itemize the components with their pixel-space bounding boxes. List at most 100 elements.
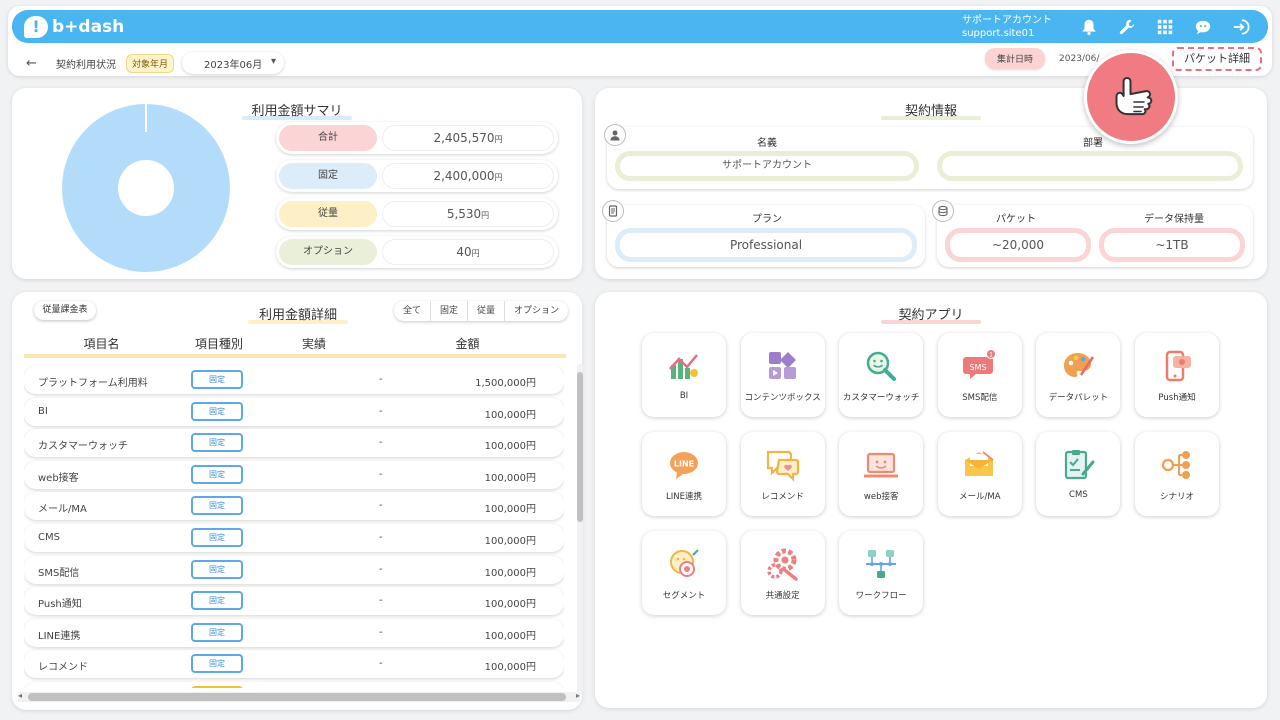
cms-icon <box>1060 448 1096 482</box>
row-amount: 100,000円 <box>484 535 536 547</box>
app-tile[interactable]: web接客 <box>839 432 924 516</box>
sms-icon: SMS 1 <box>962 349 998 383</box>
app-tile[interactable]: 共通設定 <box>740 531 825 615</box>
table-body: プラットフォーム利用料 固定 -1,500,000円 BI 固定 -100,000円 カスタ… <box>24 366 564 688</box>
scroll-right-icon[interactable]: ▸ <box>575 691 580 700</box>
packet-detail-button[interactable]: パケット詳細 <box>1172 47 1262 71</box>
app-name: web接客 <box>863 492 899 502</box>
row-item-name: メール/MA <box>38 504 87 516</box>
contract-apps-title: 契約アプリ <box>881 304 981 324</box>
row-item-type-badge: 固定 <box>191 464 243 484</box>
back-arrow-icon[interactable]: ← <box>26 55 37 71</box>
line-icon: LINE <box>666 448 702 482</box>
web-service-icon <box>863 448 899 482</box>
horizontal-scroll-thumb[interactable] <box>28 693 566 701</box>
chat-bot-icon[interactable] <box>1184 16 1222 38</box>
filter-usage[interactable]: 従量 <box>468 301 506 321</box>
mail-icon <box>962 448 998 482</box>
app-tile[interactable]: データパレット <box>1036 333 1121 417</box>
app-tile[interactable]: LINE LINE連携 <box>642 432 726 516</box>
row-item-type-badge: 従量 <box>191 685 243 688</box>
row-item-name: SMS配信 <box>38 567 80 579</box>
summary-unit: 円 <box>471 249 480 258</box>
summary-value: 5,530円 <box>382 201 554 227</box>
filter-option[interactable]: オプション <box>514 306 560 316</box>
app-tile[interactable]: SMS 1 SMS配信 <box>937 333 1022 417</box>
aggregate-value: 2023/06/ <box>1059 53 1100 64</box>
summary-amount: 2,400,000 <box>433 169 495 183</box>
row-item-name: Push通知 <box>38 599 82 611</box>
contract-info-title: 契約情報 <box>881 100 981 120</box>
plan-value: Professional <box>615 228 917 262</box>
logo[interactable]: ! b+dash <box>24 16 124 38</box>
period-badge: 対象年月 <box>126 53 175 73</box>
row-actual: - <box>379 374 383 385</box>
row-item-name: LINE連携 <box>38 630 81 642</box>
summary-amount: 40 <box>456 245 472 259</box>
rate-table-button[interactable]: 従量課金表 <box>34 301 96 320</box>
summary-row: 合計 2,405,570円 <box>276 122 558 154</box>
svg-text:LINE: LINE <box>674 460 694 469</box>
wrench-icon[interactable] <box>1108 16 1146 38</box>
donut-ring <box>62 104 230 272</box>
logout-icon[interactable] <box>1222 16 1260 38</box>
row-item-type-badge: 固定 <box>191 527 243 547</box>
row-amount: 100,000円 <box>484 630 536 642</box>
summary-label: 従量 <box>279 201 377 227</box>
row-item-type-badge: 固定 <box>191 559 243 579</box>
summary-value: 2,400,000円 <box>382 163 554 189</box>
vertical-scroll-thumb[interactable] <box>577 372 583 522</box>
row-item-type-badge: 固定 <box>191 401 243 421</box>
app-tile[interactable]: レコメンド <box>740 432 825 516</box>
app-name: Push通知 <box>1158 393 1196 403</box>
name-value: サポートアカウント <box>615 151 919 181</box>
title-underline <box>242 116 352 120</box>
app-tile[interactable]: シナリオ <box>1135 432 1219 516</box>
push-icon <box>1159 349 1195 383</box>
app-name: データパレット <box>1048 393 1109 403</box>
period-select[interactable]: 2023年06月 ▾ <box>182 52 285 74</box>
workflow-icon <box>863 547 899 581</box>
bell-icon[interactable] <box>1070 16 1108 38</box>
horizontal-scrollbar[interactable]: ◂ ▸ <box>18 691 580 702</box>
usage-summary-title-text: 利用金額サマリ <box>251 104 343 119</box>
filter-tabs: 全て 固定 従量 オプション <box>394 301 569 321</box>
aggregate-label: 集計日時 <box>985 48 1046 69</box>
name-label: 名義 <box>757 138 777 149</box>
contract-info-title-text: 契約情報 <box>904 104 957 119</box>
summary-value: 2,405,570円 <box>382 125 554 151</box>
row-item-name: プラットフォーム利用料 <box>38 378 148 389</box>
table-row: SMS配信 固定 - 100,000円 <box>24 555 564 584</box>
svg-text:1: 1 <box>989 352 993 359</box>
row-item-name: BI <box>38 405 48 417</box>
app-name: 共通設定 <box>765 591 800 601</box>
chevron-down-icon: ▾ <box>270 56 277 67</box>
filter-all[interactable]: 全て <box>394 301 432 321</box>
app-tile[interactable]: Push通知 <box>1135 333 1219 417</box>
app-name: セグメント <box>662 591 706 601</box>
database-icon <box>933 201 953 221</box>
row-actual: - <box>379 626 383 638</box>
app-tile[interactable]: ワークフロー <box>839 531 924 615</box>
period-value: 2023年06月 <box>204 59 263 71</box>
app-tile[interactable]: CMS <box>1036 432 1121 516</box>
app-tile[interactable]: BI <box>642 333 726 417</box>
scroll-left-icon[interactable]: ◂ <box>18 691 23 700</box>
grid-icon[interactable] <box>1146 16 1184 38</box>
summary-amount: 5,530 <box>446 207 482 221</box>
filter-fixed[interactable]: 固定 <box>431 301 469 321</box>
app-tile[interactable]: カスタマーウォッチ <box>839 333 924 417</box>
row-amount: 100,000円 <box>484 662 536 674</box>
summary-unit: 円 <box>494 135 503 144</box>
account-info[interactable]: サポートアカウント support.site01 <box>962 14 1052 40</box>
header-actual: 実績 <box>301 337 326 351</box>
app-name: SMS配信 <box>962 393 998 403</box>
recommend-icon <box>765 448 801 482</box>
app-tile[interactable]: コンテンツボックス <box>740 333 825 417</box>
app-tile[interactable]: セグメント <box>642 531 726 615</box>
app-tile[interactable]: メール/MA <box>937 432 1022 516</box>
header: ! b+dash サポートアカウント support.site01 <box>8 6 1272 76</box>
app-name: シナリオ <box>1159 492 1194 502</box>
vertical-scrollbar[interactable] <box>577 364 583 694</box>
table-row: カスタマーウォッチ 固定 - 100,000円 <box>24 429 564 458</box>
